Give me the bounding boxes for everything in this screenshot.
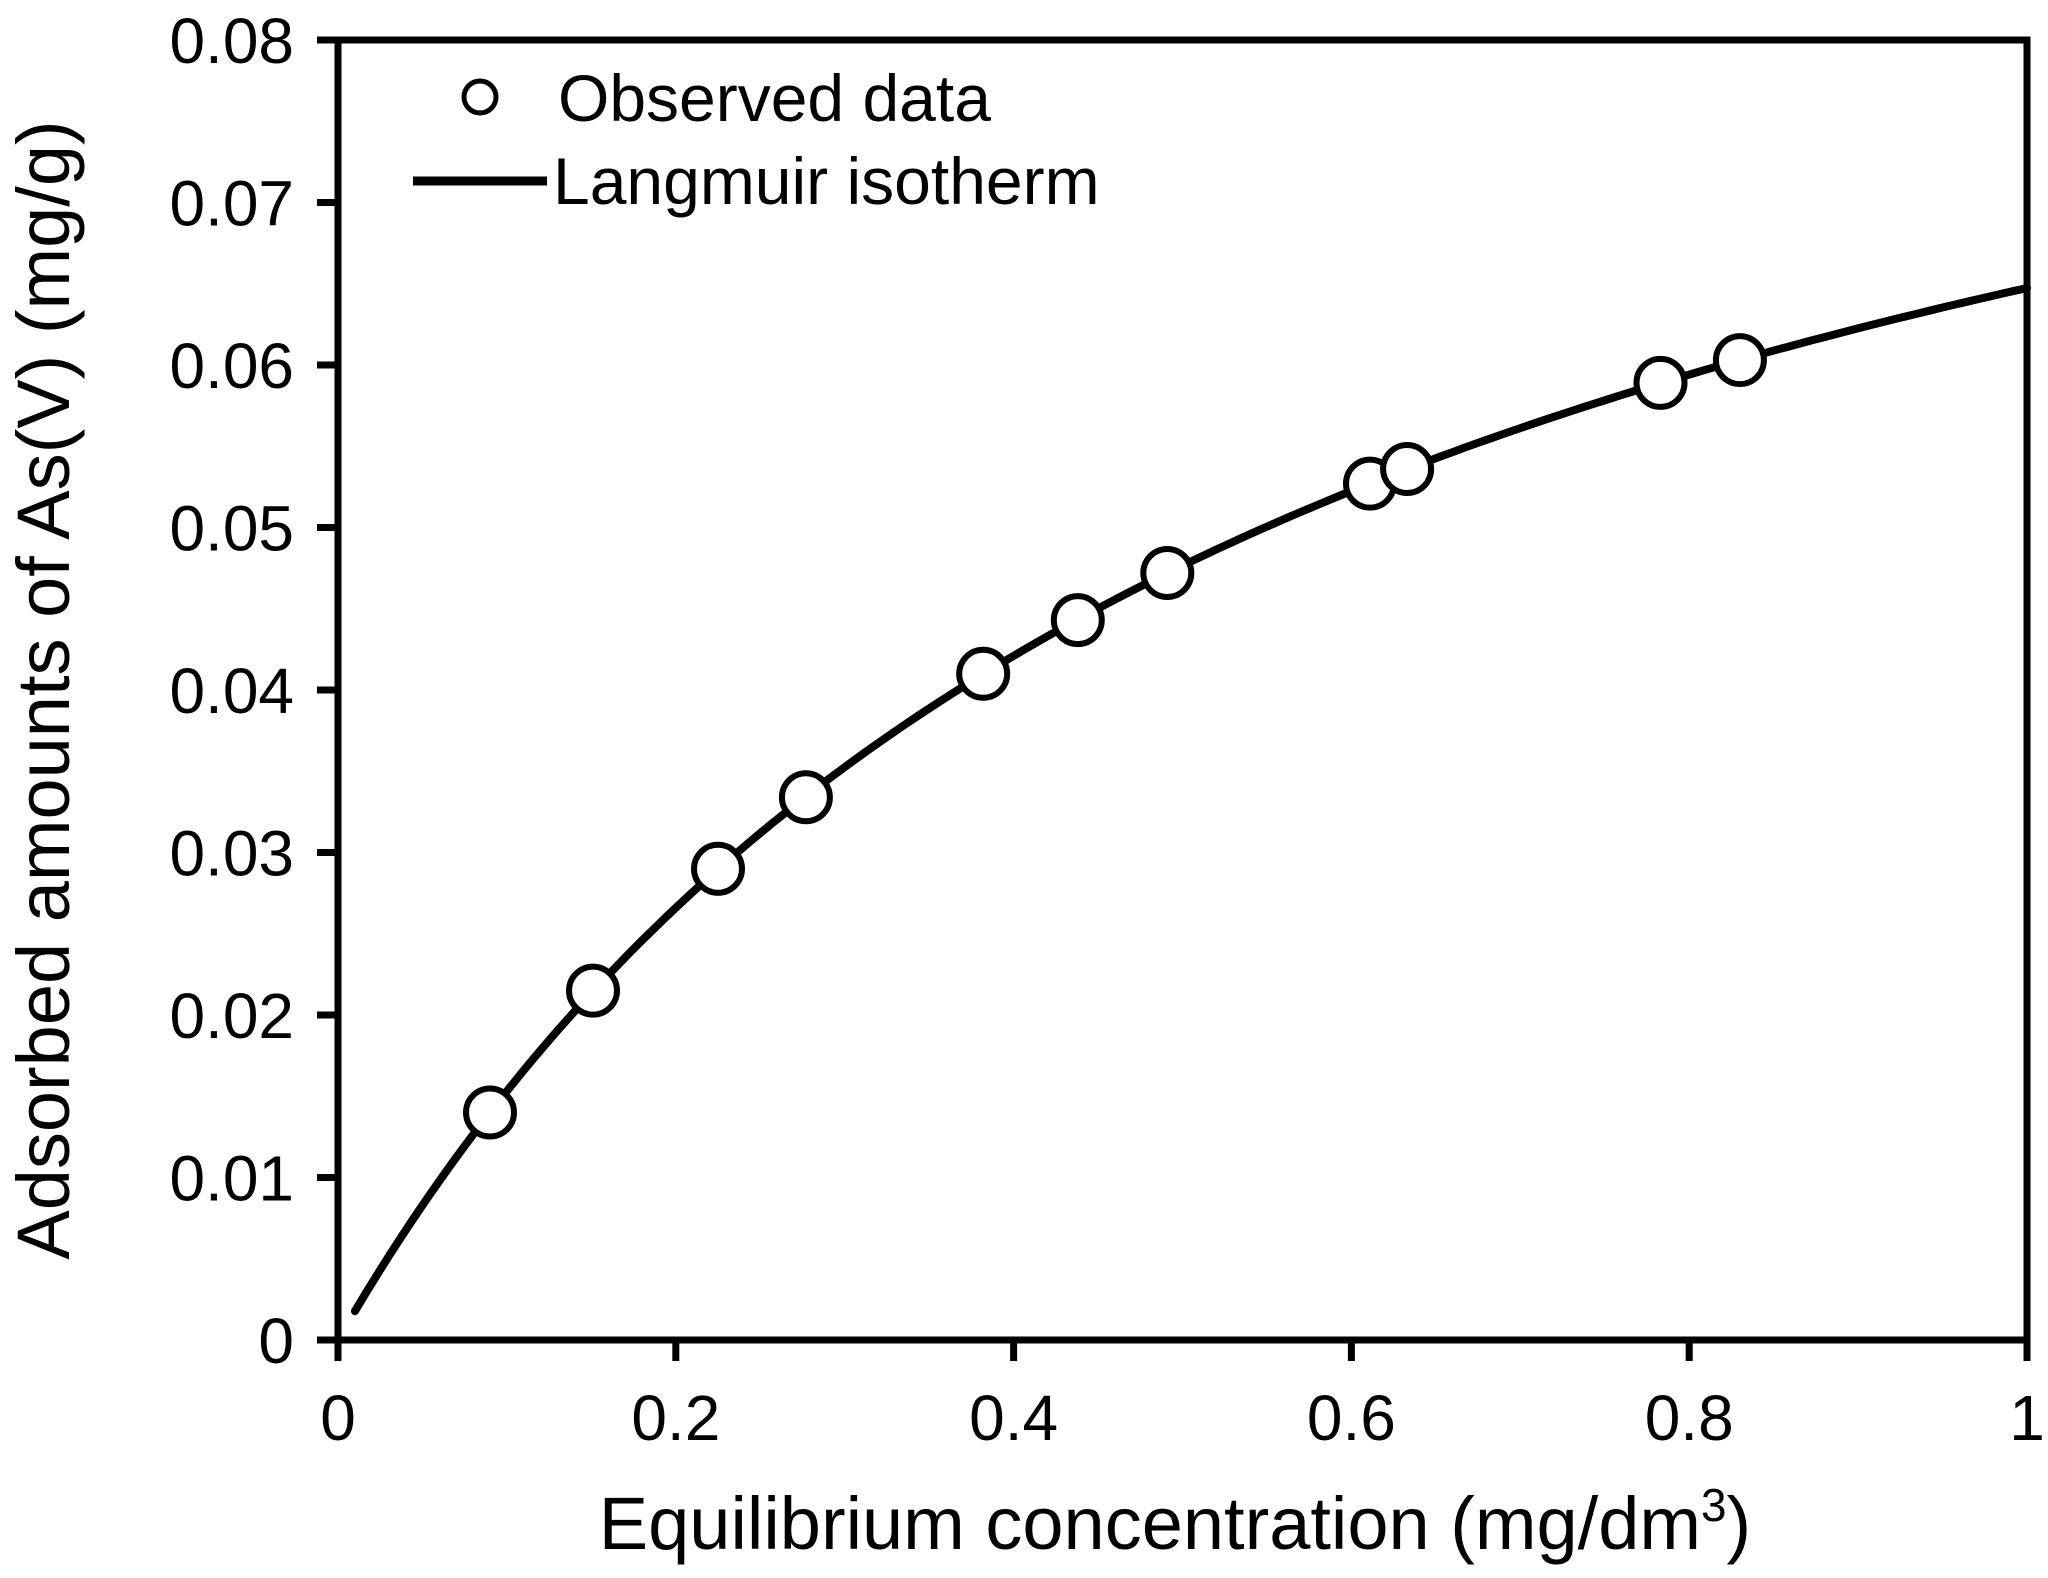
y-axis-tick-label: 0.04 — [169, 655, 294, 727]
observed-data-point — [1633, 355, 1688, 410]
y-axis-tick-label: 0 — [258, 1305, 294, 1377]
observed-data-point — [463, 1085, 517, 1140]
y-axis-title: Adsorbed amounts of As(V) (mg/g) — [2, 120, 85, 1259]
observed-data-point — [1050, 593, 1105, 648]
observed-data-point — [956, 646, 1011, 701]
x-axis-title-close-paren: ) — [1726, 1482, 1752, 1565]
legend-open-circle-icon — [461, 78, 499, 116]
x-axis-tick-label: 1 — [2009, 1382, 2045, 1454]
x-axis-tick-label: 0.6 — [1307, 1382, 1396, 1454]
observed-data-point — [691, 841, 745, 896]
x-axis-title-superscript: 3 — [1701, 1479, 1727, 1532]
x-axis-title-text: Equilibrium concentration (mg/dm — [598, 1482, 1702, 1565]
langmuir-curve — [350, 284, 2031, 1316]
observed-data-point — [566, 963, 620, 1018]
y-axis-tick-label: 0.06 — [169, 330, 294, 402]
y-axis-tick-label: 0.07 — [169, 168, 294, 240]
x-axis-tick-label: 0.4 — [969, 1382, 1058, 1454]
y-axis-tick-label: 0.08 — [169, 5, 294, 77]
observed-data-point — [1140, 546, 1195, 600]
observed-data-point — [1380, 442, 1435, 496]
plot-border — [334, 36, 2031, 1344]
y-axis-tick-label: 0.03 — [169, 818, 294, 890]
y-axis-tick-label: 0.01 — [169, 1143, 294, 1215]
x-axis-tick-label: 0.2 — [631, 1382, 720, 1454]
y-axis-title-text: Adsorbed amounts of As(V) (mg/g) — [2, 120, 85, 1260]
y-axis-tick-label: 0.02 — [169, 980, 294, 1052]
legend-label-langmuir-isotherm: Langmuir isotherm — [553, 144, 1100, 218]
observed-data-point — [1712, 333, 1767, 388]
legend-label-observed-data: Observed data — [558, 61, 991, 135]
x-axis-tick-label: 0.8 — [1645, 1382, 1734, 1454]
y-axis-tick-label: 0.05 — [169, 493, 294, 565]
x-axis-tick-label: 0 — [320, 1382, 356, 1454]
x-axis-title: Equilibrium concentration (mg/dm3) — [599, 1482, 1751, 1561]
observed-data-point — [778, 770, 833, 825]
